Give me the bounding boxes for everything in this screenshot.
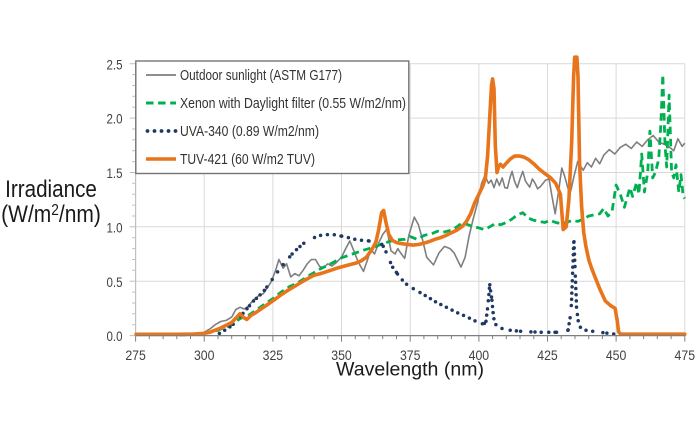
svg-text:2.0: 2.0: [107, 111, 123, 127]
svg-text:UVA-340 (0.89 W/m2/nm): UVA-340 (0.89 W/m2/nm): [180, 124, 319, 140]
svg-text:400: 400: [469, 347, 490, 363]
svg-text:TUV-421 (60 W/m2 TUV): TUV-421 (60 W/m2 TUV): [180, 152, 315, 168]
svg-text:275: 275: [125, 347, 146, 363]
svg-text:Wavelength (nm): Wavelength (nm): [336, 360, 484, 381]
svg-text:375: 375: [400, 347, 421, 363]
svg-text:0.0: 0.0: [107, 328, 123, 344]
svg-text:425: 425: [537, 347, 558, 363]
svg-text:2.5: 2.5: [107, 56, 123, 72]
svg-text:Irradiance: Irradiance: [5, 176, 97, 203]
svg-text:1.5: 1.5: [107, 165, 123, 181]
svg-text:475: 475: [675, 347, 696, 363]
svg-text:Xenon with Daylight filter (0.: Xenon with Daylight filter (0.55 W/m2/nm…: [180, 96, 406, 112]
svg-text:1.0: 1.0: [107, 219, 123, 235]
svg-text:(W/m2/nm): (W/m2/nm): [1, 201, 101, 228]
svg-text:Outdoor sunlight (ASTM G177): Outdoor sunlight (ASTM G177): [180, 68, 342, 84]
svg-text:325: 325: [263, 347, 284, 363]
svg-text:450: 450: [606, 347, 627, 363]
svg-text:300: 300: [194, 347, 215, 363]
svg-text:350: 350: [331, 347, 352, 363]
svg-text:0.5: 0.5: [107, 274, 123, 290]
